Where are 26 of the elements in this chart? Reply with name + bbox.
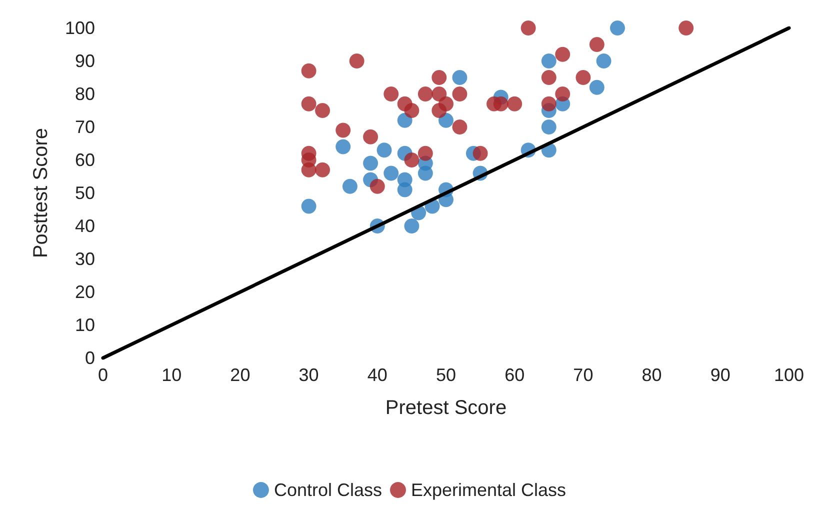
x-tick-label: 10 — [162, 365, 182, 385]
legend-label: Control Class — [274, 480, 382, 500]
x-tick-label: 40 — [367, 365, 388, 385]
y-tick-label: 60 — [74, 150, 95, 170]
y-tick-label: 100 — [64, 18, 95, 38]
y-tick-label: 90 — [74, 51, 95, 71]
y-tick-label: 10 — [74, 315, 95, 335]
x-tick-label: 90 — [710, 365, 730, 385]
x-tick-label: 0 — [98, 365, 108, 385]
y-tick-label: 70 — [74, 117, 95, 137]
x-tick-label: 70 — [573, 365, 594, 385]
x-axis-title: Pretest Score — [385, 397, 507, 419]
y-tick-label: 30 — [74, 249, 95, 269]
x-tick-label: 50 — [436, 365, 456, 385]
legend-label: Experimental Class — [410, 480, 566, 500]
x-tick-label: 30 — [298, 365, 319, 385]
y-tick-label: 0 — [84, 348, 95, 368]
y-tick-label: 50 — [74, 183, 95, 203]
y-tick-label: 80 — [74, 84, 95, 104]
x-tick-label: 80 — [642, 365, 662, 385]
y-axis-title: Posttest Score — [30, 128, 52, 258]
y-tick-label: 40 — [74, 216, 95, 236]
y-tick-label: 20 — [74, 282, 95, 302]
x-tick-label: 60 — [504, 365, 525, 385]
x-tick-label: 20 — [230, 365, 250, 385]
x-tick-label: 100 — [774, 365, 804, 385]
